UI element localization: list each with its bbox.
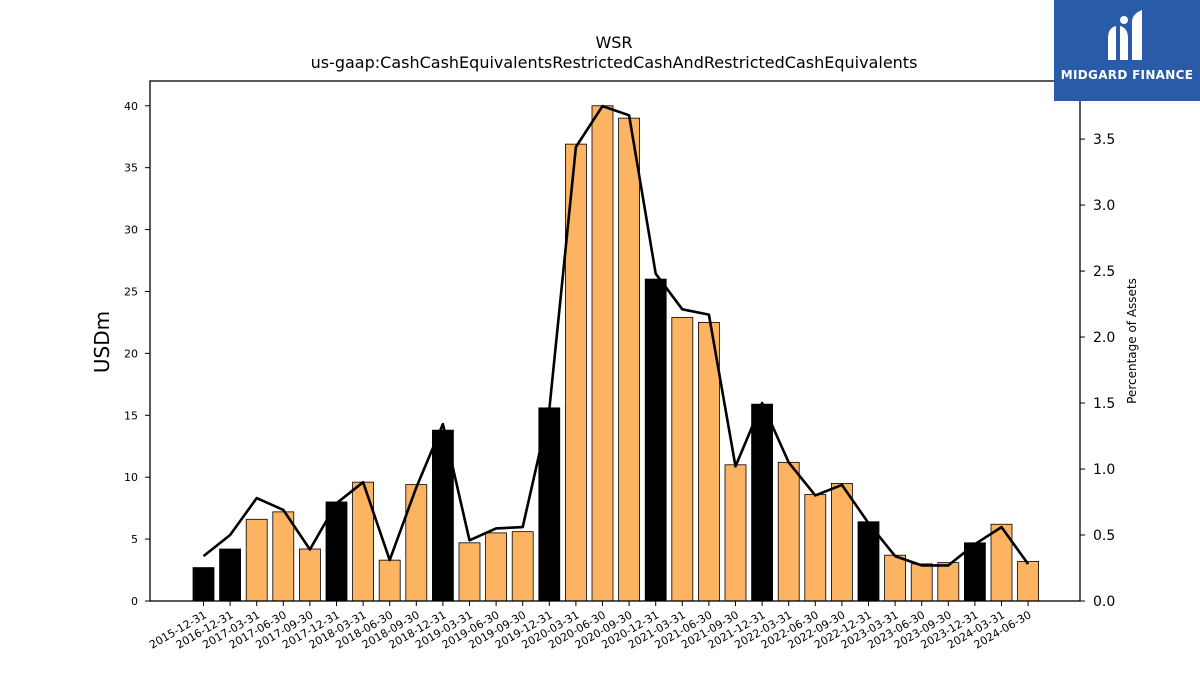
y-tick-label: 15 xyxy=(124,409,138,422)
midgard-logo-icon xyxy=(1108,10,1142,60)
line-group xyxy=(202,104,1030,567)
plot-frame xyxy=(149,80,1081,602)
y2-tick-label: 0.0 xyxy=(1093,594,1115,610)
bar xyxy=(458,542,481,602)
y2-tick-label: 3.5 xyxy=(1093,132,1115,148)
bar xyxy=(245,518,268,602)
bar xyxy=(485,532,508,602)
logo-text: MIDGARD FINANCE xyxy=(1060,68,1194,82)
y2-tick-label: 2.0 xyxy=(1093,330,1115,346)
y2-tick-label: 3.0 xyxy=(1093,198,1115,214)
bar xyxy=(272,511,295,602)
bars-group xyxy=(192,105,1039,602)
bar xyxy=(1017,560,1039,602)
chart-title: WSR xyxy=(595,33,632,52)
bar xyxy=(644,278,667,602)
bar xyxy=(724,464,747,602)
axes-group: 0 5 10 15 20 25 30 35 40 0.0 0.5 1.0 1.5 2.0 2.5 3.0 3.5… xyxy=(124,80,1115,652)
y2-tick-label: 0.5 xyxy=(1093,528,1115,544)
bar xyxy=(511,531,534,602)
bar xyxy=(831,482,853,602)
y2-axis-label: Percentage of Assets xyxy=(1125,278,1139,404)
y-tick-label: 0 xyxy=(131,595,138,608)
y-tick-label: 10 xyxy=(124,471,138,484)
bar xyxy=(937,562,960,602)
bar xyxy=(298,548,321,602)
bar xyxy=(591,105,614,602)
bar xyxy=(378,559,401,602)
bar xyxy=(405,484,428,602)
bar xyxy=(618,117,640,602)
y-tick-label: 20 xyxy=(124,347,138,360)
y-tick-label: 25 xyxy=(124,285,138,298)
bar xyxy=(219,548,242,602)
bar xyxy=(698,322,720,602)
bar xyxy=(751,403,773,602)
series-line xyxy=(202,104,1030,567)
bar xyxy=(192,567,215,602)
logo: MIDGARD FINANCE xyxy=(1054,0,1200,101)
y-tick-label: 30 xyxy=(124,224,138,237)
chart-subtitle: us-gaap:CashCashEquivalentsRestrictedCas… xyxy=(311,53,918,72)
bar xyxy=(910,563,933,602)
y-tick-label: 35 xyxy=(124,162,138,175)
y-axis-label: USDm xyxy=(90,311,114,373)
bar xyxy=(804,494,827,602)
y-tick-label: 40 xyxy=(124,100,138,113)
bar xyxy=(777,461,800,602)
y2-tick-label: 1.5 xyxy=(1093,396,1115,412)
bar xyxy=(884,554,906,602)
y-tick-label: 5 xyxy=(131,533,138,546)
y2-tick-label: 1.0 xyxy=(1093,462,1115,478)
bar xyxy=(671,317,694,602)
y2-tick-label: 2.5 xyxy=(1093,264,1115,280)
